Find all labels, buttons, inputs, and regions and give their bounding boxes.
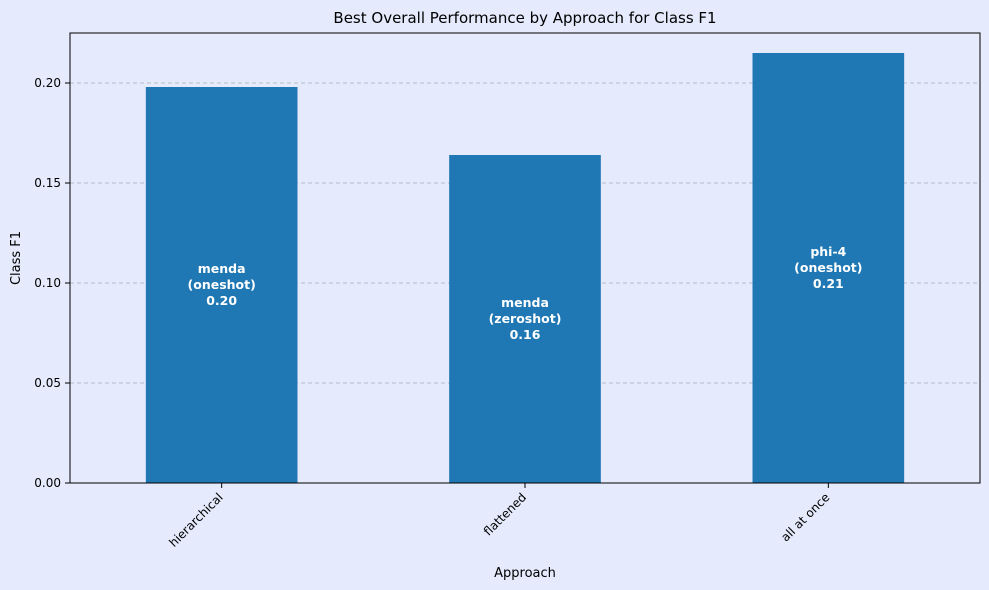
y-tick-label: 0.10: [34, 276, 61, 290]
chart-title: Best Overall Performance by Approach for…: [333, 9, 716, 27]
y-tick-label: 0.00: [34, 476, 61, 490]
bar-value-label: menda (oneshot) 0.20: [188, 261, 256, 308]
y-tick-label: 0.20: [34, 76, 61, 90]
bar: [752, 53, 905, 483]
y-tick-label: 0.05: [34, 376, 61, 390]
bar: [449, 155, 601, 483]
y-axis-ticks: 0.00 0.05 0.10 0.15 0.20: [34, 76, 70, 490]
bars: [145, 53, 905, 483]
y-tick-label: 0.15: [34, 176, 61, 190]
bar-labels: menda (oneshot) 0.20 menda (zeroshot) 0.16 phi…: [188, 244, 863, 342]
y-axis-label: Class F1: [9, 231, 24, 285]
bar-value-label: phi-4 (oneshot) 0.21: [794, 244, 862, 291]
bar: [145, 87, 298, 483]
bar-value-label: menda (zeroshot) 0.16: [489, 295, 562, 342]
x-axis-label: Approach: [494, 566, 556, 581]
